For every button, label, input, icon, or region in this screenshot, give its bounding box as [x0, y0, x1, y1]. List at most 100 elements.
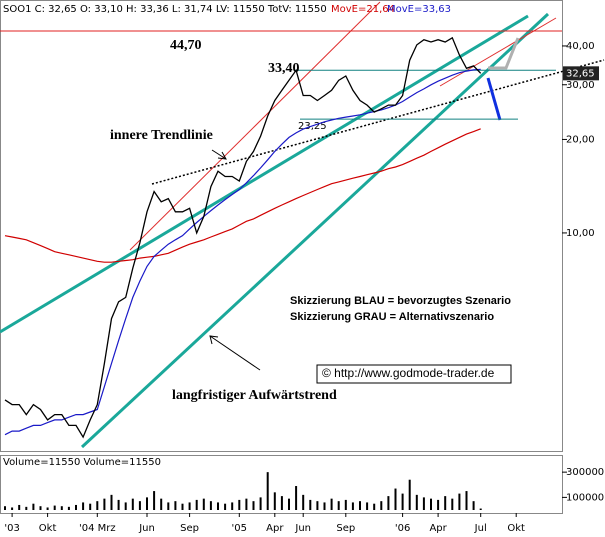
volume-bar: [295, 486, 298, 510]
note-box: [286, 293, 526, 325]
volume-bar: [351, 502, 354, 510]
volume-bar: [344, 499, 347, 510]
pointer-arrow-head: [209, 335, 219, 345]
volume-bar: [25, 506, 28, 510]
volume-bar: [160, 498, 163, 510]
x-tick-label: Apr: [429, 523, 447, 534]
level-label: 44,70: [170, 38, 202, 53]
volume-bar: [217, 502, 219, 510]
volume-bar: [415, 494, 418, 510]
volume-bar: [458, 493, 461, 510]
volume-bar: [288, 498, 290, 510]
x-tick-label: '06: [395, 523, 410, 534]
drawings: [0, 1, 605, 449]
volume-bar: [188, 502, 191, 510]
link-box: [316, 364, 512, 384]
volume-bar: [422, 497, 425, 510]
x-tick-label: Okt: [39, 523, 57, 534]
moving-average: [4, 128, 481, 263]
y-tick-label: 10,00: [566, 228, 595, 239]
volume-bar: [4, 506, 6, 510]
volume-bar: [373, 503, 376, 510]
price-marker-label: 32,65: [566, 68, 595, 79]
volume-bar: [146, 497, 148, 510]
volume-bar: [32, 503, 35, 510]
red-channel-line: [439, 17, 557, 87]
volume-bar: [67, 506, 70, 510]
volume-bar: [46, 507, 49, 510]
annotation: innere Trendlinie: [110, 128, 213, 143]
header-ma: MovE=33,63: [387, 4, 451, 15]
volume-bar: [302, 494, 305, 510]
x-tick-label: '03: [4, 523, 19, 534]
volume-bar: [167, 502, 170, 510]
x-tick-label: Okt: [507, 523, 525, 534]
x-tick-label: Sep: [180, 523, 199, 534]
volume-bar: [444, 496, 447, 510]
volume-bar: [103, 498, 106, 510]
volume-bar: [451, 498, 454, 510]
annotation: Skizzierung BLAU = bevorzugtes Szenario: [290, 295, 511, 307]
volume-bar: [231, 502, 234, 510]
volume-bar: [408, 479, 411, 510]
level-label: 33,40: [268, 61, 300, 76]
x-tick-label: Apr: [266, 523, 284, 534]
volume-bar: [401, 493, 404, 510]
annotation: © http://www.godmode-trader.de: [322, 366, 495, 380]
blue-scenario: [486, 77, 502, 121]
y-tick-label: 40,00: [566, 41, 595, 52]
volume-bar: [174, 501, 177, 510]
volume-bar: [209, 501, 212, 510]
volume-bar: [330, 498, 333, 510]
volume-bar: [266, 472, 269, 510]
volume-bar: [366, 502, 369, 510]
annotation: Skizzierung GRAU = Alternativszenario: [290, 311, 494, 323]
volume-bar: [18, 504, 21, 510]
volume-bar: [337, 501, 340, 510]
x-tick-label: Sep: [336, 523, 355, 534]
volume-bar: [309, 499, 312, 510]
volume-bar: [82, 502, 85, 510]
header-ma: MovE=21,64: [331, 4, 395, 15]
channel-upper: [0, 14, 529, 334]
volume-bar: [479, 508, 482, 510]
volume-bar: [437, 499, 440, 510]
annotation: langfristiger Aufwärtstrend: [172, 388, 337, 403]
volume-bar: [39, 506, 42, 510]
volume-bar: [202, 498, 205, 510]
pointer-arrow: [211, 149, 227, 160]
volume-bar: [252, 501, 255, 510]
volume-bar: [359, 501, 361, 510]
moving-average: [4, 68, 481, 436]
volume-bar: [53, 505, 56, 510]
volume-frame: [0, 455, 563, 514]
pointer-arrow-head: [217, 151, 227, 160]
y-tick-label: 100000: [566, 492, 604, 503]
volume-bar: [96, 501, 99, 510]
volume-bar: [430, 498, 432, 510]
red-channel-line: [129, 1, 381, 251]
volume-bar: [110, 494, 113, 510]
price-frame: [0, 0, 563, 452]
volume-bar: [117, 499, 120, 510]
volume-bar: [273, 492, 276, 510]
volume-bar: [131, 498, 134, 510]
x-tick-label: Jul: [474, 523, 487, 534]
channel-lower: [80, 12, 550, 449]
volume-bar: [181, 503, 184, 510]
volume-bar: [11, 507, 14, 510]
volume-bar: [394, 488, 397, 510]
volume-bar: [472, 501, 475, 510]
pointer-arrow: [209, 335, 261, 371]
x-tick-label: Jun: [138, 523, 155, 534]
y-tick-label: 300000: [566, 467, 604, 478]
volume-bar: [195, 499, 198, 510]
x-tick-label: Jun: [294, 523, 311, 534]
volume-title: Volume=11550 Volume=11550: [3, 457, 161, 468]
price-line: [4, 36, 482, 439]
volume-bar: [238, 499, 241, 510]
volume-bar: [323, 502, 326, 510]
volume-bar: [153, 491, 156, 510]
